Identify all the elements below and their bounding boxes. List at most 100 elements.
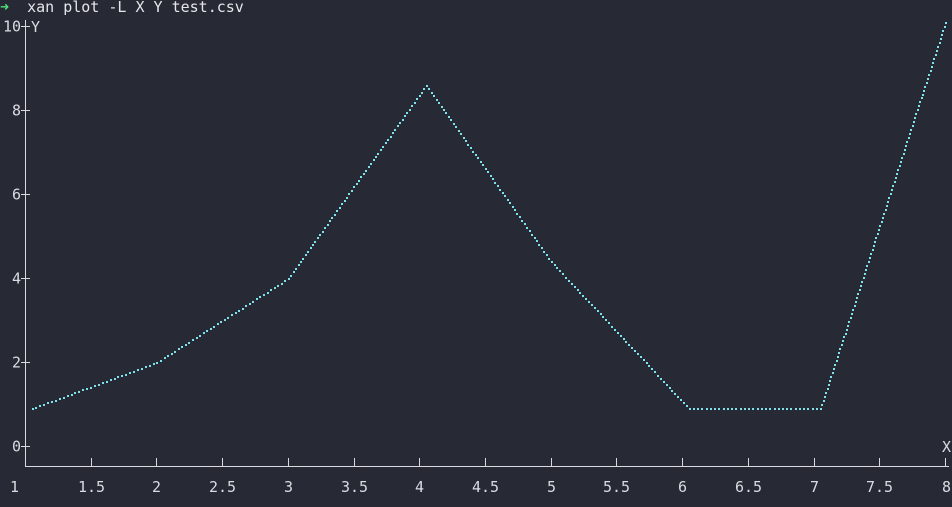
series-point (507, 199, 509, 201)
series-point (623, 338, 625, 340)
series-point (574, 286, 576, 288)
series-point (421, 92, 423, 94)
series-point (686, 405, 688, 407)
series-point (160, 360, 162, 362)
series-point (259, 296, 261, 298)
series-point (890, 193, 892, 195)
series-point (534, 237, 536, 239)
series-point (203, 332, 205, 334)
series-point (850, 317, 852, 319)
series-point (799, 408, 801, 410)
series-point (843, 336, 845, 338)
series-point (928, 74, 930, 76)
series-point (669, 387, 671, 389)
series-point (125, 374, 127, 376)
series-point (365, 170, 367, 172)
series-point (98, 384, 100, 386)
series-point (90, 387, 92, 389)
y-axis-label: Y (31, 18, 40, 36)
series-point (588, 301, 590, 303)
series-point (617, 332, 619, 334)
series-point (657, 375, 659, 377)
series-point (494, 182, 496, 184)
series-point (504, 195, 506, 197)
series-point (55, 400, 57, 402)
series-point (660, 378, 662, 380)
series-point (360, 176, 362, 178)
series-point (460, 133, 462, 135)
series-point (896, 173, 898, 175)
series-point (487, 171, 489, 173)
series-point (531, 234, 533, 236)
series-point (625, 341, 627, 343)
series-point (861, 281, 863, 283)
series-point (562, 273, 564, 275)
series-point (559, 270, 561, 272)
series-point (752, 408, 754, 410)
series-point (883, 213, 885, 215)
series-point (637, 353, 639, 355)
series-point (922, 94, 924, 96)
series-point (322, 231, 324, 233)
series-point (828, 384, 830, 386)
x-tick-label: 6.5 (735, 478, 762, 496)
series-point (82, 389, 84, 391)
series-point (512, 206, 514, 208)
series-point (651, 368, 653, 370)
series-point (628, 344, 630, 346)
series-point (611, 326, 613, 328)
series-point (931, 66, 933, 68)
series-point (541, 247, 543, 249)
series-point (939, 42, 941, 44)
series-point (329, 220, 331, 222)
series-point (274, 287, 276, 289)
series-point (845, 333, 847, 335)
series-point (156, 362, 158, 364)
series-point (846, 329, 848, 331)
series-point (930, 70, 932, 72)
series-point (851, 313, 853, 315)
series-point (795, 408, 797, 410)
y-tick-label: 4 (12, 270, 21, 288)
series-point (51, 401, 53, 403)
series-point (129, 372, 131, 374)
series-point (467, 144, 469, 146)
series-point (404, 115, 406, 117)
series-point (121, 375, 123, 377)
series-point (551, 261, 553, 263)
series-point (877, 233, 879, 235)
series-point (735, 408, 737, 410)
x-tick-label: 2 (152, 478, 161, 496)
series-point (869, 257, 871, 259)
x-tick-label: 5.5 (603, 478, 630, 496)
series-point (941, 34, 943, 36)
series-point (856, 297, 858, 299)
series-point (827, 388, 829, 390)
series-point (904, 149, 906, 151)
series-point (839, 348, 841, 350)
prompt-arrow-icon: ➜ (0, 0, 10, 16)
series-point (353, 186, 355, 188)
series-point (597, 310, 599, 312)
series-point (249, 303, 251, 305)
series-point (706, 408, 708, 410)
series-point (900, 161, 902, 163)
series-point (666, 384, 668, 386)
series-point (887, 201, 889, 203)
series-point (886, 205, 888, 207)
y-tick-label: 6 (12, 186, 21, 204)
series-point (217, 323, 219, 325)
series-point (807, 408, 809, 410)
series-point (899, 165, 901, 167)
series-point (86, 388, 88, 390)
x-axis-label: X (942, 438, 951, 456)
series-point (312, 244, 314, 246)
series-point (891, 189, 893, 191)
series-point (874, 241, 876, 243)
series-point (71, 394, 73, 396)
series-point (833, 368, 835, 370)
series-point (821, 404, 823, 406)
series-point (640, 356, 642, 358)
series-point (825, 392, 827, 394)
